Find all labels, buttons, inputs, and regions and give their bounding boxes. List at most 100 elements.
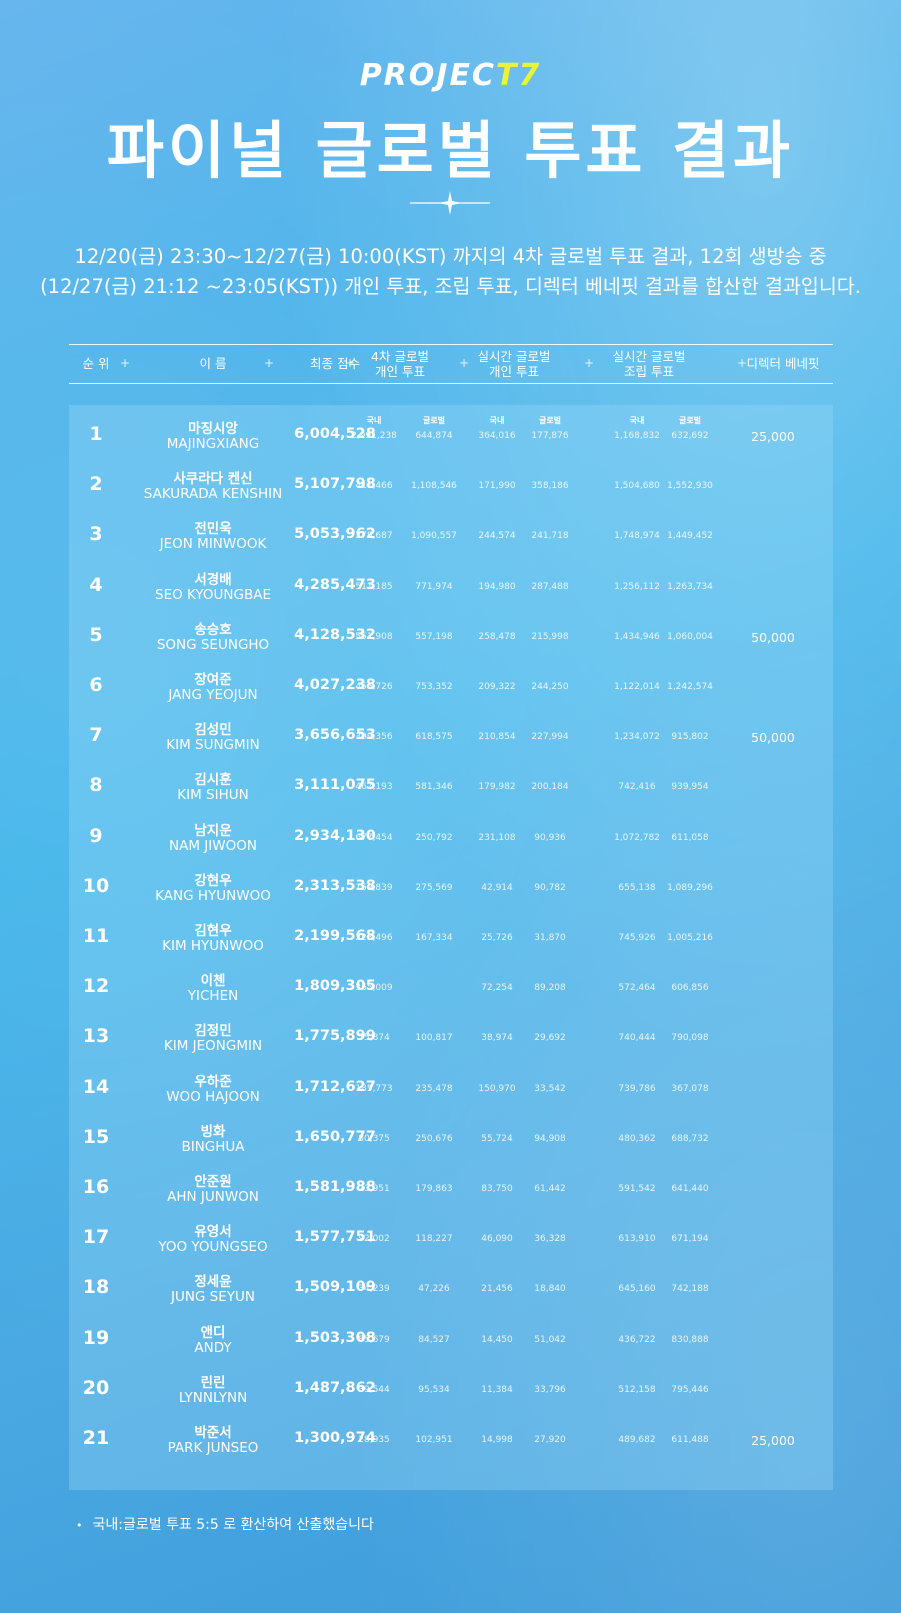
total-score: 1,503,308	[294, 1329, 376, 1346]
vote-value: 179,863	[415, 1184, 453, 1194]
table-row: 1 마징시앙 MAJINGXIANG 6,004,528 2,991,238 국내 644,…	[69, 413, 833, 463]
vote-value: 364,016	[478, 431, 516, 441]
vote-value: 745,926	[618, 933, 656, 943]
vote-value: 1,552,930	[667, 481, 713, 492]
vote-value: 411,466	[355, 481, 393, 492]
vote-value: 611,058	[671, 832, 709, 843]
vote-value: 80,375	[358, 1133, 390, 1144]
english-name: SAKURADA KENSHIN	[143, 486, 283, 503]
total-score: 5,053,962	[294, 526, 376, 543]
vote-value: 511,185	[355, 581, 393, 592]
vote-value: 244,574	[478, 531, 516, 542]
table-row: 6 장여준 JANG YEOJUN 4,027,238 455,726 753,352 20…	[69, 664, 833, 714]
table-row: 11 김현우 KIM HYUNWOO 2,199,568 223,496 167,334 2…	[69, 915, 833, 965]
korean-name: 송승호	[194, 621, 232, 638]
vote-value: 795,446	[671, 1384, 709, 1395]
vote-value: 1,005,216	[667, 933, 713, 943]
korean-name: 남지운	[194, 822, 232, 839]
rank-number: 19	[82, 1326, 110, 1349]
korean-name: 린린	[200, 1374, 226, 1391]
header-total: 최종 점수	[310, 356, 360, 371]
vote-value: 89,208	[534, 983, 566, 994]
vote-value: 167,334	[415, 933, 453, 943]
table-row: 15 빙화 BINGHUA 1,650,777 80,375 250,676 55,724 9…	[69, 1116, 833, 1166]
table-row: 3 전민욱 JEON MINWOOK 5,053,962 278,687 1,090,55…	[69, 513, 833, 563]
korean-name: 안준원	[194, 1174, 232, 1190]
korean-name: 장여준	[194, 672, 232, 688]
director-benefit: 50,000	[751, 629, 795, 645]
english-name: ANDY	[194, 1339, 232, 1356]
total-score: 1,487,862	[294, 1379, 376, 1396]
header-global4: 4차 글로벌 개인 투표	[371, 348, 429, 379]
english-name: JANG YEOJUN	[168, 687, 258, 703]
table-row: 19 앤디 ANDY 1,503,308 85,679 84,527 14,450 51,04…	[69, 1317, 833, 1367]
vote-value: 171,990	[478, 481, 516, 492]
rank-number: 16	[82, 1176, 110, 1198]
vote-value: 51,042	[534, 1334, 566, 1345]
vote-value: 572,464	[618, 983, 656, 994]
vote-value: 618,575	[415, 732, 453, 743]
total-score: 1,809,305	[294, 978, 376, 995]
vote-value: 742,188	[671, 1284, 709, 1295]
subheader-global: 글로벌	[538, 416, 562, 425]
english-name: NAM JIWOON	[169, 837, 257, 854]
header-rank: 순 위	[82, 356, 110, 371]
vote-value: 1,090,557	[411, 531, 457, 542]
project-logo: PROJECT7	[359, 58, 542, 93]
vote-value: 28,935	[358, 1435, 390, 1445]
rank-number: 10	[82, 874, 110, 897]
total-score: 3,111,075	[294, 777, 376, 794]
vote-value: 85,679	[358, 1334, 390, 1345]
table-row: 18 정세윤 JUNG SEYUN 1,509,109 34,239 47,226 21,4…	[69, 1266, 833, 1316]
total-score: 6,004,528	[294, 426, 376, 442]
vote-value: 367,078	[671, 1083, 709, 1094]
table-row: 16 안준원 AHN JUNWON 1,581,988 23,951 179,863 83,…	[69, 1166, 833, 1216]
rank-number: 12	[82, 975, 110, 998]
vote-value: 231,108	[478, 832, 516, 843]
total-score: 1,581,988	[294, 1179, 376, 1195]
subtitle-line-2: (12/27(금) 21:12 ~23:05(KST)) 개인 투표, 조립 투…	[40, 275, 861, 298]
vote-value: 83,750	[481, 1184, 513, 1194]
subheader-domestic: 국내	[489, 416, 505, 425]
vote-value: 551,908	[355, 631, 393, 642]
vote-value: 557,198	[415, 631, 453, 642]
vote-value: 47,226	[418, 1284, 450, 1295]
rank-number: 17	[82, 1226, 110, 1249]
rank-number: 14	[82, 1075, 110, 1098]
total-score: 1,775,899	[294, 1028, 376, 1045]
rank-number: 15	[82, 1125, 110, 1148]
vote-value: 46,090	[481, 1234, 513, 1245]
vote-value: 632,692	[671, 431, 709, 441]
vote-value: 150,970	[478, 1083, 516, 1094]
director-benefit: 25,000	[751, 1433, 795, 1448]
vote-value: 250,792	[415, 832, 453, 843]
table-row: 20 린린 LYNNLYNN 1,487,862 39,544 95,534 11,384 3…	[69, 1367, 833, 1417]
korean-name: 김현우	[194, 923, 232, 939]
vote-value: 739,786	[618, 1083, 656, 1094]
vote-value: 14,998	[481, 1435, 513, 1445]
vote-value: 742,416	[618, 782, 656, 793]
rank-number: 18	[82, 1276, 110, 1299]
header-separator: +	[737, 356, 748, 370]
table-row: 17 유영서 YOO YOUNGSEO 1,577,751 92,002 118,227 4…	[69, 1216, 833, 1266]
vote-value: 939,954	[671, 782, 709, 793]
vote-value: 244,250	[531, 682, 569, 692]
vote-value: 1,122,014	[614, 682, 660, 692]
vote-value: 14,450	[481, 1334, 513, 1345]
korean-name: 정세윤	[194, 1274, 232, 1291]
english-name: KIM SIHUN	[177, 787, 249, 804]
header-bonus: 디렉터 베네핏	[746, 356, 820, 371]
table-row: 8 김시훈 KIM SIHUN 3,111,075 467,193 581,346 179,…	[69, 764, 833, 814]
rank-number: 7	[89, 724, 103, 747]
vote-value: 31,870	[534, 933, 566, 943]
total-score: 2,313,538	[294, 877, 376, 894]
english-name: JUNG SEYUN	[170, 1289, 256, 1306]
english-name: YICHEN	[187, 988, 239, 1005]
vote-value: 100,817	[415, 1033, 453, 1044]
english-name: LYNNLYNN	[178, 1389, 248, 1406]
vote-value: 118,227	[415, 1234, 453, 1245]
english-name: KANG HYUNWOO	[155, 887, 271, 904]
vote-value: 27,920	[534, 1435, 566, 1445]
korean-name: 김시훈	[194, 772, 232, 789]
table-header: 순 위 + 이 름 + 최종 점수 + 4차 글로벌 개인 투표 + 실시간 글로…	[69, 344, 833, 384]
